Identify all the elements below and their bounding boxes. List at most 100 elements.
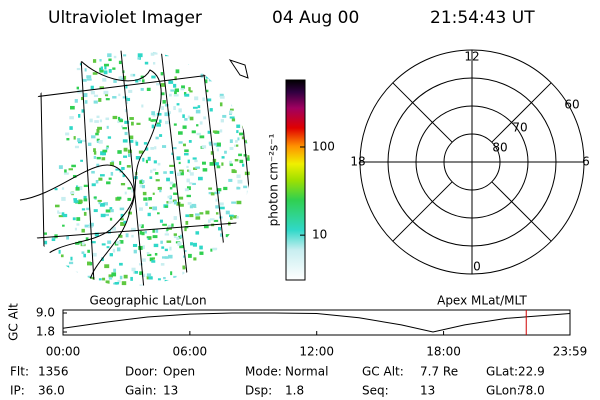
speckle [74, 271, 78, 276]
speckle [249, 118, 250, 122]
speckle [204, 262, 207, 265]
speckle [126, 165, 131, 168]
speckle [166, 53, 172, 56]
speckle [108, 177, 112, 180]
speckle [102, 78, 107, 82]
speckle [236, 174, 241, 179]
speckle [207, 219, 211, 223]
speckle [219, 206, 225, 210]
speckle [134, 270, 139, 274]
speckle [105, 289, 108, 291]
speckle [152, 113, 156, 117]
mlt-label: 18 [350, 155, 365, 169]
speckle [69, 126, 73, 130]
speckle [81, 139, 87, 142]
speckle [171, 223, 174, 227]
speckle [234, 86, 239, 91]
speckle [151, 260, 156, 263]
speckle [241, 124, 247, 128]
lat-label: 70 [512, 121, 527, 135]
speckle [120, 218, 124, 221]
speckle [135, 141, 139, 146]
speckle [123, 274, 128, 279]
speckle [176, 103, 180, 106]
speckle [75, 187, 80, 191]
speckle [94, 289, 96, 291]
speckle [98, 177, 103, 181]
speckle [155, 179, 160, 182]
speckle [238, 153, 242, 157]
speckle [152, 168, 157, 171]
speckle [98, 98, 102, 102]
speckle [145, 202, 148, 206]
speckle [93, 151, 97, 155]
speckle [86, 207, 90, 211]
speckle [180, 234, 183, 238]
speckle [66, 137, 70, 141]
speckle [171, 284, 174, 286]
speckle [231, 201, 237, 204]
speckle [94, 281, 97, 286]
speckle [76, 86, 80, 90]
speckle [164, 205, 168, 208]
speckle [193, 62, 196, 66]
speckle [156, 112, 162, 116]
speckle [242, 58, 247, 63]
speckle [109, 253, 113, 257]
speckle [157, 212, 160, 215]
speckle [216, 142, 221, 147]
map-label: Geographic Lat/Lon [89, 294, 206, 308]
speckle [101, 257, 104, 262]
speckle [229, 85, 232, 90]
speckle [61, 196, 66, 201]
speckle [100, 213, 106, 218]
speckle [120, 221, 126, 226]
speckle [205, 210, 210, 215]
coastline [228, 59, 249, 79]
speckle [176, 236, 180, 240]
speckle [185, 220, 189, 225]
speckle [104, 65, 107, 70]
speckle [205, 74, 211, 79]
speckle [128, 211, 132, 215]
speckle [209, 259, 215, 263]
speckle [112, 67, 116, 70]
speckle [177, 241, 182, 246]
speckle [182, 255, 186, 258]
speckle [165, 120, 170, 125]
speckle [160, 92, 165, 96]
speckle [182, 265, 185, 268]
speckle [227, 276, 231, 281]
speckle [96, 163, 100, 168]
speckle [105, 280, 110, 284]
speckle [74, 227, 77, 231]
speckle [230, 216, 233, 220]
speckle [117, 150, 122, 154]
speckle [185, 214, 190, 218]
speckle [204, 79, 208, 84]
speckle [192, 182, 196, 186]
speckle [137, 53, 143, 58]
speckle [247, 155, 250, 160]
speckle [229, 116, 235, 119]
speckle [111, 226, 116, 231]
speckle [81, 228, 85, 233]
speckle [124, 108, 128, 113]
speckle [61, 212, 65, 216]
speckle [93, 148, 96, 153]
field-label: GC Alt: [362, 365, 404, 379]
speckle [167, 195, 171, 199]
speckle [196, 132, 201, 136]
speckle [107, 230, 111, 234]
field-label: Mode: [245, 365, 282, 379]
speckle [195, 216, 201, 220]
speckle [89, 118, 93, 123]
alt-ytick-label: 9.0 [36, 306, 55, 320]
speckle [161, 106, 164, 110]
speckle [155, 136, 159, 140]
speckle [245, 98, 248, 102]
speckle [157, 278, 161, 281]
time: 21:54:43 UT [430, 8, 535, 28]
speckle [184, 284, 189, 286]
